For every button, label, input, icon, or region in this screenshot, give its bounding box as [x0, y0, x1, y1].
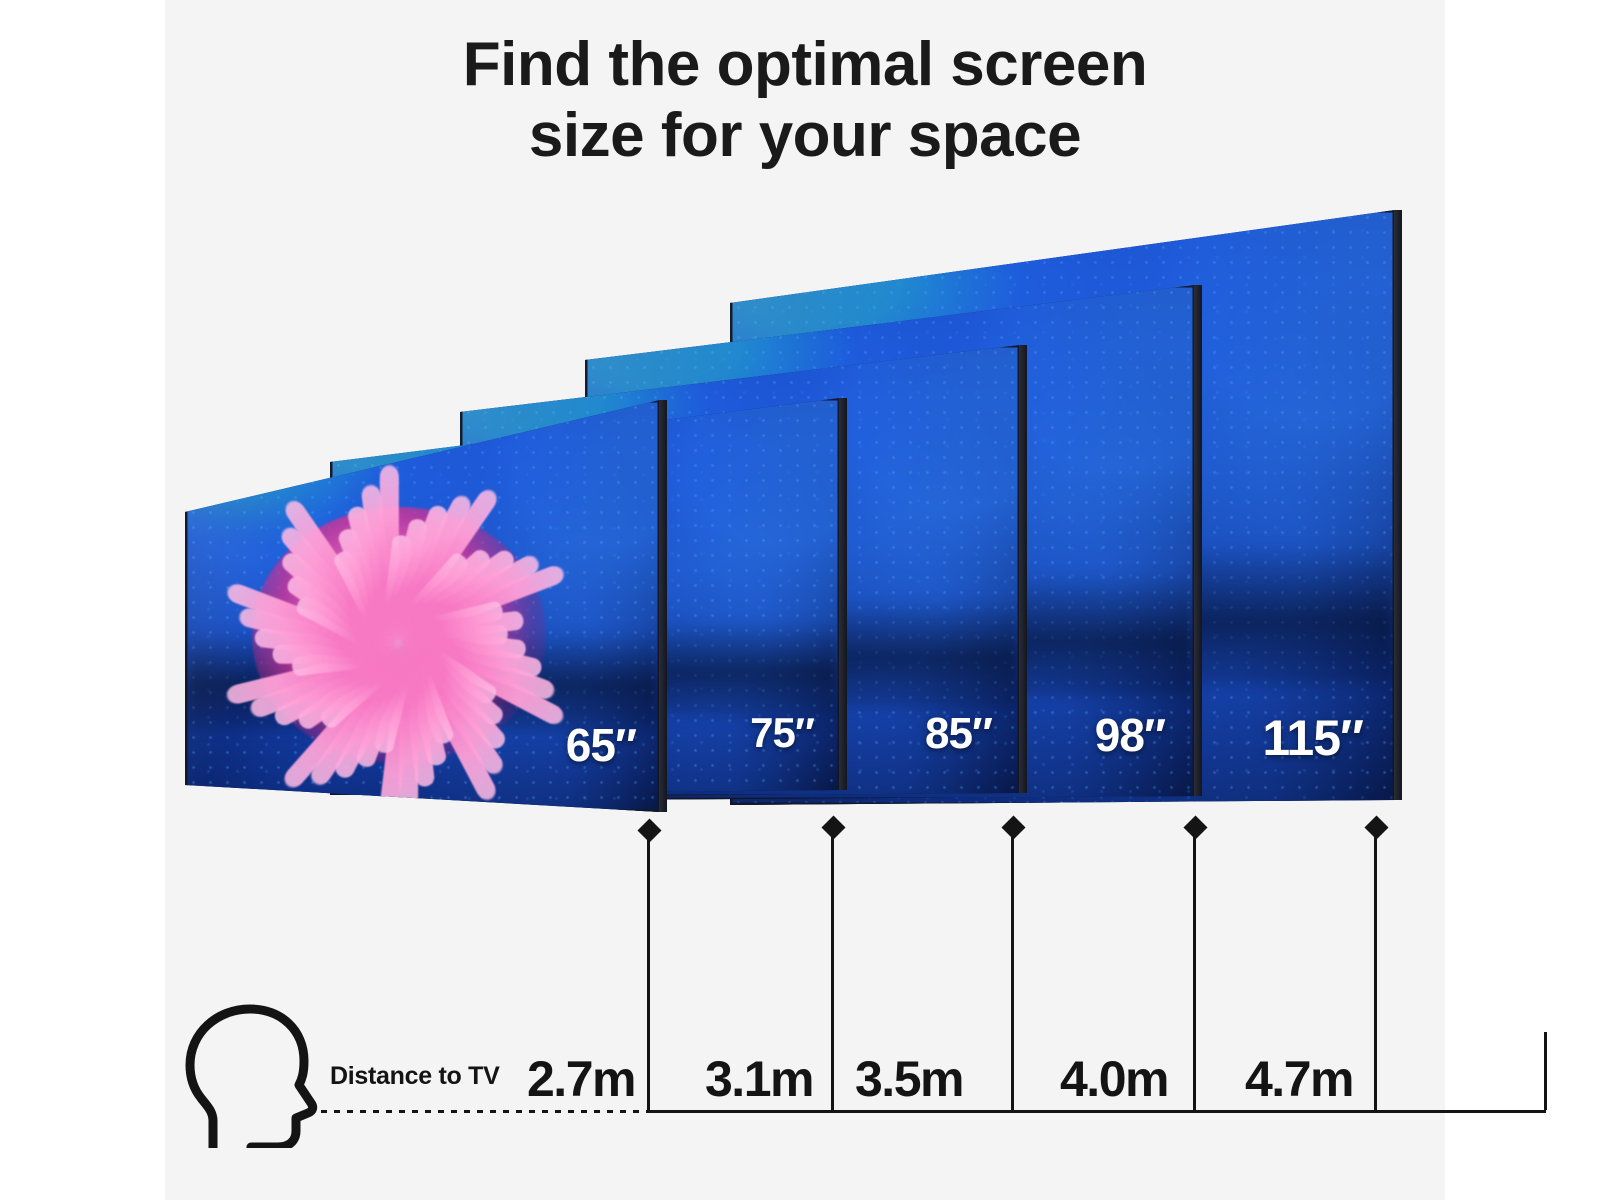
distance-baseline-98 — [1193, 1110, 1376, 1113]
tv-size-label-75: 75″ — [750, 709, 815, 756]
leader-line-85 — [1011, 827, 1014, 1110]
distance-baseline-85 — [1011, 1110, 1195, 1113]
sight-line-dotted — [321, 1110, 648, 1113]
tv-side-edge — [1394, 210, 1402, 800]
page-title-line-1: Find the optimal screen — [462, 30, 1148, 99]
tv-size-label-65: 65″ — [565, 719, 637, 771]
leader-line-65 — [647, 830, 650, 1110]
tv-size-label-85: 85″ — [924, 709, 993, 758]
distance-baseline-75 — [831, 1110, 1013, 1113]
distance-to-tv-label: Distance to TV — [330, 1062, 500, 1090]
tv-size-label-98: 98″ — [1094, 709, 1166, 761]
distance-value-65: 2.7m — [527, 1051, 636, 1107]
distance-value-85: 3.5m — [855, 1051, 964, 1107]
tv-screen-65: 65″ — [185, 400, 667, 812]
head-profile-icon — [185, 1004, 318, 1148]
tv-side-edge — [1019, 345, 1027, 793]
distance-baseline-115 — [1374, 1110, 1546, 1113]
sea-anemone — [224, 464, 567, 812]
distance-bracket-end — [1544, 1032, 1547, 1110]
page-title-line-2: size for your space — [528, 100, 1082, 170]
leader-line-98 — [1193, 827, 1196, 1110]
distance-value-115: 4.7m — [1245, 1051, 1354, 1107]
page-title: Find the optimal screen size for your sp… — [165, 30, 1445, 171]
tv-panel-face — [185, 400, 660, 812]
distance-value-98: 4.0m — [1060, 1051, 1169, 1107]
distance-baseline-65 — [647, 1110, 833, 1113]
tv-side-edge — [659, 400, 667, 812]
distance-value-75: 3.1m — [705, 1051, 814, 1107]
tv-side-edge — [1194, 285, 1202, 796]
leader-line-75 — [831, 827, 834, 1110]
leader-line-115 — [1374, 827, 1377, 1110]
tv-side-edge — [839, 398, 847, 790]
tv-size-label-115: 115″ — [1262, 710, 1364, 766]
